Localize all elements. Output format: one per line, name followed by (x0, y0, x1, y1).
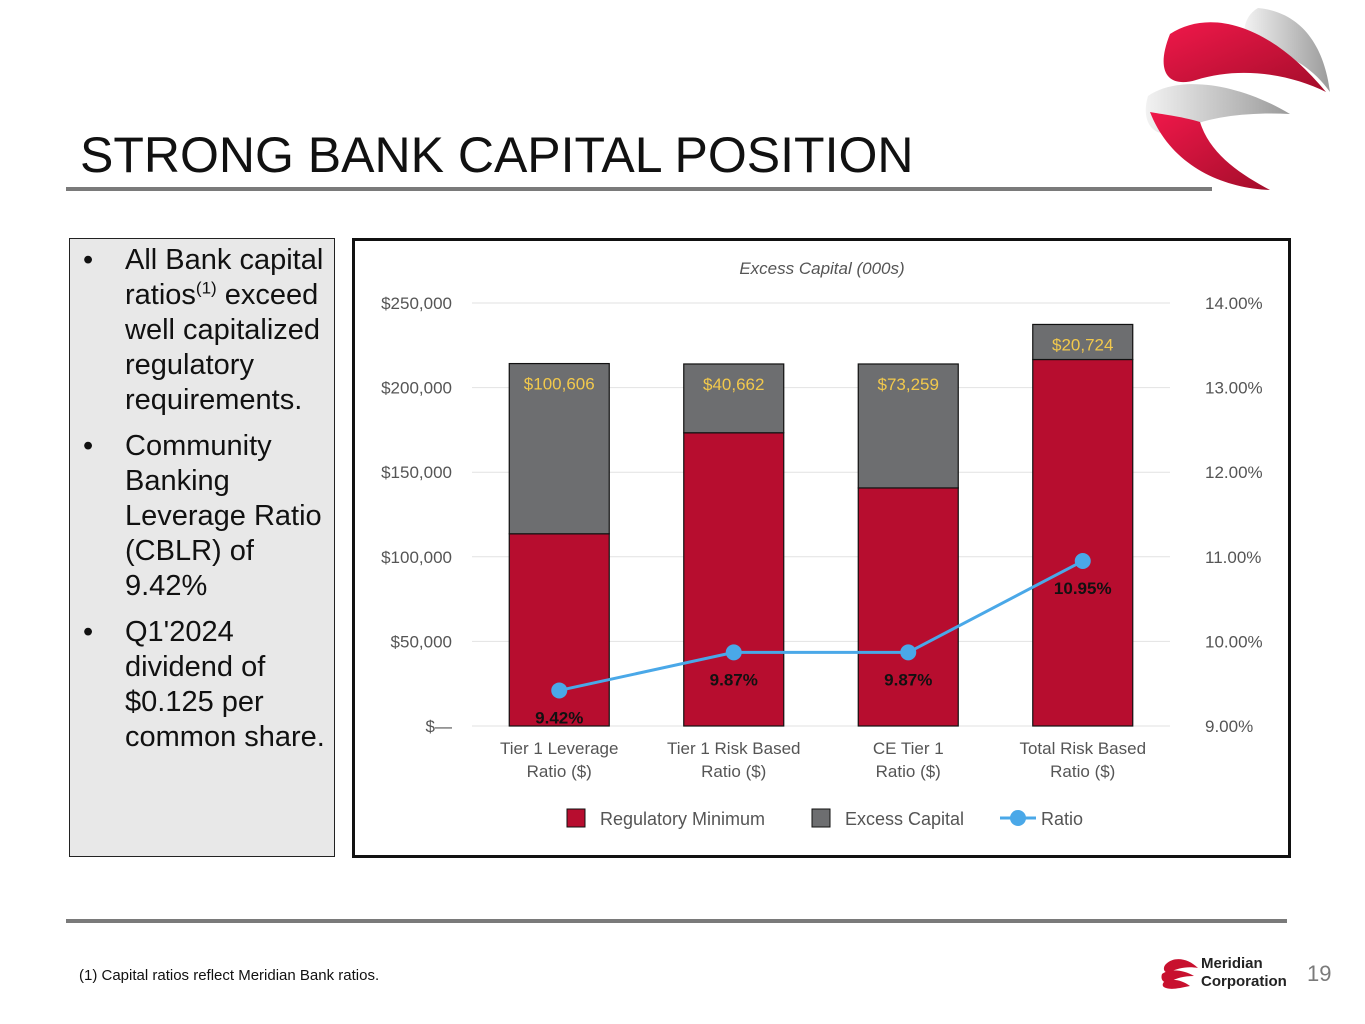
y-left-tick-label: $50,000 (391, 632, 452, 651)
x-category-label: Total Risk Based (1019, 739, 1146, 758)
bar-data-label: $40,662 (703, 375, 764, 394)
capital-chart-panel: Excess Capital (000s) $— $50,000 $100,000 $1… (352, 238, 1291, 858)
footer-divider (66, 919, 1287, 923)
bar-data-label: $100,606 (524, 375, 595, 394)
capital-chart: Excess Capital (000s) $— $50,000 $100,000 $1… (381, 259, 1263, 829)
bullet-text: Q1'2024 dividend of $0.125 per common sh… (125, 616, 325, 753)
meridian-logo (1145, 8, 1330, 190)
x-category-label: Ratio ($) (701, 762, 766, 781)
ratio-data-label: 9.42% (535, 708, 583, 727)
meridian-footer-logo-icon (1161, 959, 1198, 989)
x-category-label: Tier 1 Risk Based (667, 739, 801, 758)
ratio-line (558, 559, 1084, 692)
legend-label: Regulatory Minimum (600, 809, 765, 829)
ratio-point (551, 682, 568, 699)
bar-data-label: $20,724 (1052, 335, 1113, 354)
footnote: (1) Capital ratios reflect Meridian Bank… (79, 967, 380, 984)
footnote-marker: (1) (195, 278, 217, 298)
bullet-dot-icon: • (83, 244, 94, 276)
bar-excess-capital (508, 362, 610, 535)
y-left-tick-label: $100,000 (381, 548, 452, 567)
chart-title: Excess Capital (000s) (739, 259, 904, 278)
bar-regulatory-minimum (857, 487, 959, 727)
y-left-tick-label: $150,000 (381, 463, 452, 482)
bar-data-label: $73,259 (878, 375, 939, 394)
bullet-dot-icon: • (83, 616, 94, 648)
legend-swatch-ratio-point (1010, 810, 1026, 826)
bar-regulatory-minimum (1032, 358, 1134, 727)
y-right-tick-label: 13.00% (1205, 379, 1263, 398)
ratio-data-label: 10.95% (1054, 579, 1112, 598)
ratio-data-label: 9.87% (884, 670, 932, 689)
bullet-text: Community Banking Leverage Ratio (CBLR) … (125, 430, 322, 602)
ratio-point (725, 644, 742, 661)
x-category-label: Ratio ($) (1050, 762, 1115, 781)
x-category-label: Ratio ($) (527, 762, 592, 781)
bullet-text-continued: exceed well capitalized regulatory requi… (125, 279, 321, 416)
page-title: STRONG BANK CAPITAL POSITION (80, 127, 914, 183)
legend-swatch-excess-capital (811, 808, 831, 828)
ratio-point (1074, 553, 1091, 570)
y-left-tick-label: $— (426, 717, 452, 736)
y-right-tick-label: 10.00% (1205, 632, 1263, 651)
ratio-point (900, 644, 917, 661)
bullet-dot-icon: • (83, 430, 94, 462)
y-left-tick-label: $250,000 (381, 294, 452, 313)
bullet-item: • All Bank capital ratios(1) exceed well… (70, 243, 334, 418)
x-category-label: Tier 1 Leverage (500, 739, 618, 758)
title-divider (66, 187, 1212, 191)
y-right-tick-label: 12.00% (1205, 463, 1263, 482)
bar-excess-capital (683, 363, 785, 434)
y-left-tick-label: $200,000 (381, 379, 452, 398)
highlights-list: • All Bank capital ratios(1) exceed well… (70, 243, 334, 766)
company-name: Meridian Corporation (1201, 955, 1287, 990)
legend-swatch-regulatory-minimum (566, 808, 586, 828)
bar-regulatory-minimum (683, 432, 785, 727)
bullet-item: • Q1'2024 dividend of $0.125 per common … (70, 615, 334, 755)
bar-excess-capital (1032, 323, 1134, 361)
y-right-tick-label: 14.00% (1205, 294, 1263, 313)
x-category-label: CE Tier 1 (873, 739, 944, 758)
page-number: 19 (1307, 961, 1332, 986)
legend-label: Excess Capital (845, 809, 964, 829)
x-category-label: Ratio ($) (876, 762, 941, 781)
legend-label: Ratio (1041, 809, 1083, 829)
y-right-tick-label: 9.00% (1205, 717, 1253, 736)
bullet-item: • Community Banking Leverage Ratio (CBLR… (70, 429, 334, 604)
bullet-text: All Bank capital ratios (125, 244, 324, 311)
highlights-panel: • All Bank capital ratios(1) exceed well… (69, 238, 335, 857)
bar-excess-capital (857, 363, 959, 489)
ratio-data-label: 9.87% (710, 670, 758, 689)
y-right-tick-label: 11.00% (1205, 548, 1261, 567)
